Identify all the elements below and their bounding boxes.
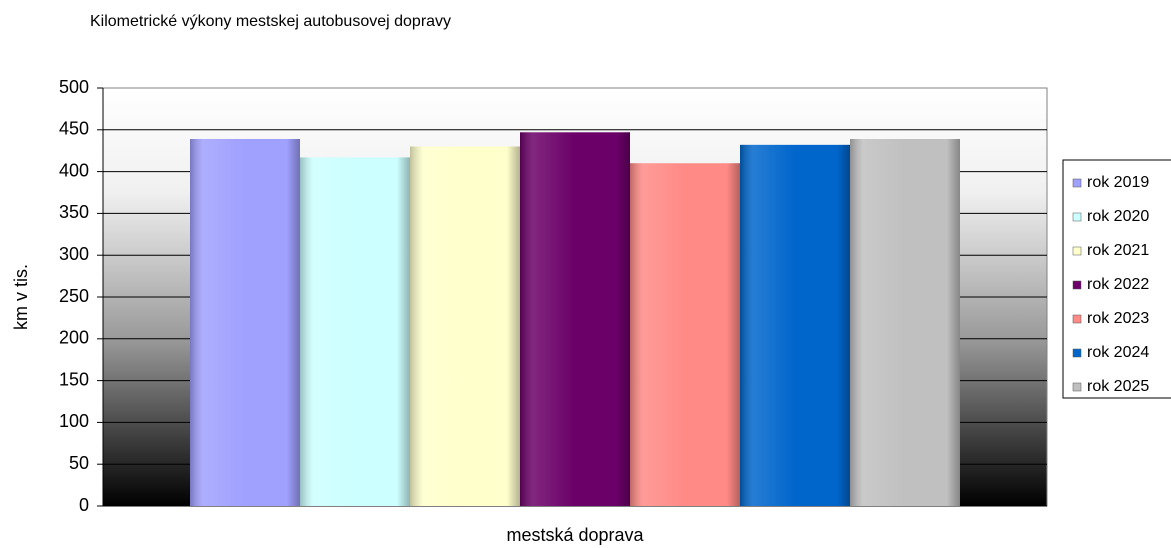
bar-shading	[630, 163, 740, 507]
legend-label: rok 2023	[1087, 310, 1149, 327]
legend-label: rok 2024	[1087, 344, 1149, 361]
legend	[1062, 159, 1171, 399]
y-tick-label: 450	[59, 119, 89, 139]
bar-shading	[300, 157, 410, 506]
legend-swatch	[1072, 178, 1082, 188]
y-tick-label: 250	[59, 286, 89, 306]
bar-shading	[520, 132, 630, 507]
bar-shading	[850, 138, 960, 506]
legend-swatch	[1072, 280, 1082, 290]
chart-title: Kilometrické výkony mestskej autobusovej…	[90, 13, 451, 30]
y-tick-label: 200	[59, 328, 89, 348]
bar-shading	[740, 144, 850, 506]
legend-label: rok 2019	[1087, 174, 1149, 191]
x-tick-label: mestská doprava	[506, 525, 644, 545]
legend-label: rok 2022	[1087, 276, 1149, 293]
legend-label: rok 2025	[1087, 378, 1149, 395]
y-tick-label: 50	[69, 453, 89, 473]
legend-label: rok 2020	[1087, 208, 1149, 225]
y-tick-label: 400	[59, 160, 89, 180]
legend-swatch	[1072, 314, 1082, 324]
legend-swatch	[1072, 246, 1082, 256]
bar-shading	[410, 146, 520, 506]
legend-swatch	[1072, 212, 1082, 222]
y-tick-label: 500	[59, 77, 89, 97]
legend-swatch	[1072, 348, 1082, 358]
y-axis-label: km v tis.	[11, 264, 31, 330]
bar-shading	[190, 138, 300, 506]
legend-swatch	[1072, 382, 1082, 392]
legend-label: rok 2021	[1087, 242, 1149, 259]
y-tick-label: 300	[59, 244, 89, 264]
y-tick-label: 0	[79, 495, 89, 515]
y-tick-label: 100	[59, 411, 89, 431]
y-tick-label: 350	[59, 202, 89, 222]
y-tick-label: 150	[59, 369, 89, 389]
